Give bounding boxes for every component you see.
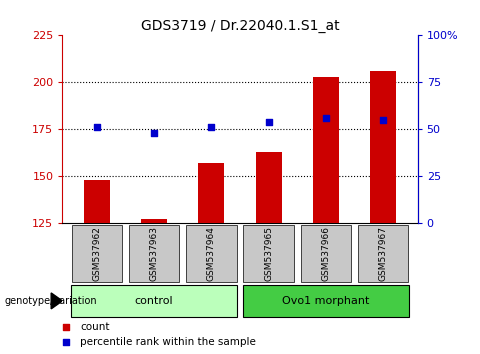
Bar — [301, 225, 351, 282]
Text: count: count — [80, 321, 109, 332]
Point — [62, 324, 70, 329]
Polygon shape — [51, 293, 62, 309]
Bar — [256, 152, 282, 223]
Bar — [71, 285, 237, 317]
Bar — [371, 71, 396, 223]
Point — [322, 115, 330, 121]
Text: GSM537962: GSM537962 — [92, 227, 101, 281]
Bar — [198, 163, 224, 223]
Bar — [84, 180, 109, 223]
Bar — [141, 219, 167, 223]
Text: control: control — [135, 296, 173, 306]
Point — [379, 117, 387, 122]
Bar — [129, 225, 179, 282]
Point — [62, 340, 70, 346]
Text: GSM537966: GSM537966 — [322, 227, 330, 281]
Bar — [243, 225, 294, 282]
Point — [265, 119, 273, 125]
Point — [150, 130, 158, 136]
Text: GSM537964: GSM537964 — [207, 227, 216, 281]
Bar — [186, 225, 237, 282]
Point — [207, 125, 215, 130]
Bar — [243, 285, 409, 317]
Text: Ovo1 morphant: Ovo1 morphant — [282, 296, 370, 306]
Title: GDS3719 / Dr.22040.1.S1_at: GDS3719 / Dr.22040.1.S1_at — [141, 19, 339, 33]
Point — [93, 125, 101, 130]
Text: GSM537965: GSM537965 — [264, 227, 273, 281]
Bar — [72, 225, 122, 282]
Text: percentile rank within the sample: percentile rank within the sample — [80, 337, 256, 348]
Bar — [313, 77, 339, 223]
Text: genotype/variation: genotype/variation — [5, 296, 97, 306]
Text: GSM537967: GSM537967 — [379, 227, 388, 281]
Text: GSM537963: GSM537963 — [150, 227, 158, 281]
Bar — [358, 225, 408, 282]
